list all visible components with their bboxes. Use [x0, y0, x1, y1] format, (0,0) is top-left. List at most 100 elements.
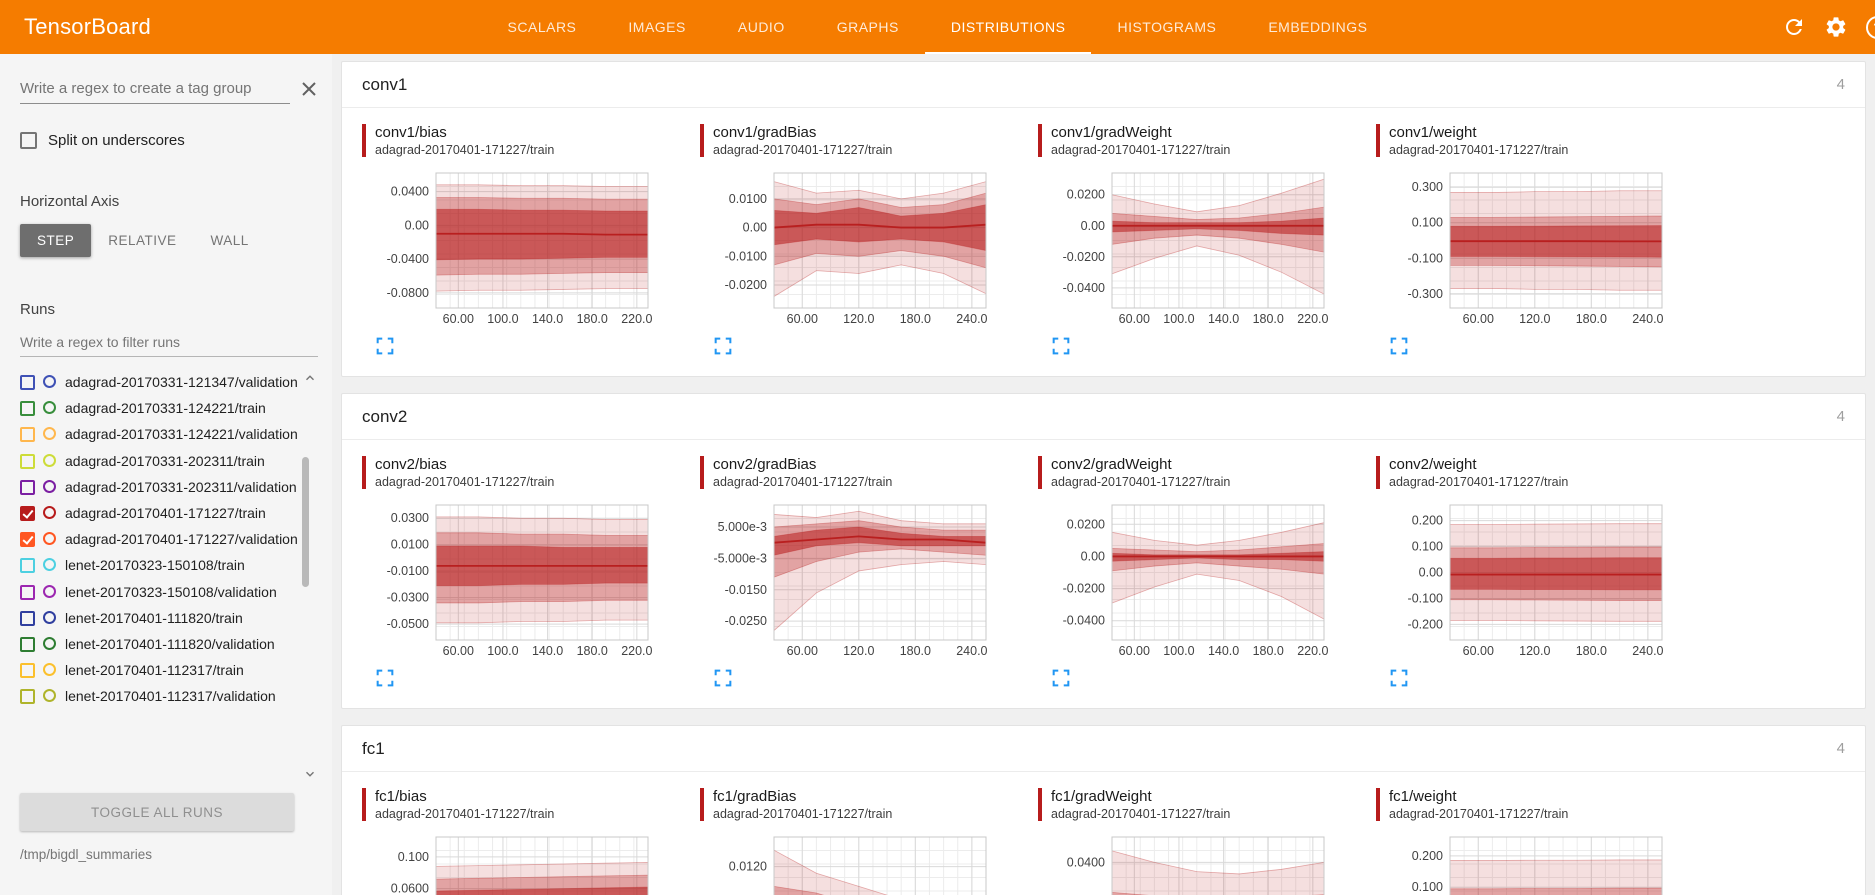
- tab-distributions[interactable]: DISTRIBUTIONS: [925, 0, 1092, 54]
- run-item[interactable]: lenet-20170401-112317/train: [20, 657, 298, 683]
- expand-chart-icon[interactable]: [374, 335, 396, 357]
- run-color-circle-icon[interactable]: [43, 663, 56, 677]
- run-checkbox-icon[interactable]: [20, 479, 35, 495]
- svg-text:60.00: 60.00: [1119, 312, 1150, 326]
- tab-embeddings[interactable]: EMBEDDINGS: [1268, 19, 1368, 35]
- svg-text:100.0: 100.0: [487, 312, 518, 326]
- gear-icon[interactable]: [1824, 15, 1848, 39]
- run-color-circle-icon[interactable]: [43, 453, 56, 467]
- category-header[interactable]: fc1 4: [342, 726, 1865, 772]
- run-item[interactable]: lenet-20170323-150108/validation: [20, 579, 298, 605]
- split-on-underscores-label: Split on underscores: [48, 132, 185, 149]
- svg-text:-0.0500: -0.0500: [387, 617, 429, 631]
- expand-chart-icon[interactable]: [1050, 335, 1072, 357]
- scrollbar-thumb[interactable]: [302, 457, 309, 587]
- run-checkbox-icon[interactable]: [20, 505, 35, 521]
- run-color-circle-icon[interactable]: [43, 505, 56, 519]
- run-item[interactable]: adagrad-20170401-171227/validation: [20, 526, 298, 552]
- run-label: adagrad-20170331-124221/validation: [65, 426, 298, 443]
- split-on-underscores-checkbox[interactable]: Split on underscores: [20, 132, 318, 149]
- tag-group-regex-input[interactable]: [20, 74, 290, 104]
- expand-chart-icon[interactable]: [712, 667, 734, 689]
- run-item[interactable]: adagrad-20170331-121347/validation: [20, 369, 298, 395]
- axis-button-relative[interactable]: RELATIVE: [108, 233, 177, 248]
- run-label: adagrad-20170401-171227/validation: [65, 531, 298, 548]
- category-header[interactable]: conv2 4: [342, 394, 1865, 440]
- tab-histograms[interactable]: HISTOGRAMS: [1117, 19, 1217, 35]
- run-checkbox-icon[interactable]: [20, 558, 35, 574]
- run-item[interactable]: adagrad-20170331-124221/train: [20, 395, 298, 421]
- run-color-circle-icon[interactable]: [43, 689, 56, 703]
- run-color-circle-icon[interactable]: [43, 584, 56, 598]
- expand-chart-icon[interactable]: [712, 335, 734, 357]
- category-header[interactable]: conv1 4: [342, 62, 1865, 108]
- svg-text:0.200: 0.200: [1412, 514, 1443, 528]
- run-color-circle-icon[interactable]: [43, 479, 56, 493]
- svg-text:120.0: 120.0: [843, 312, 874, 326]
- distribution-chart: conv2/bias adagrad-20170401-171227/train 6…: [362, 456, 654, 706]
- run-item[interactable]: adagrad-20170331-202311/validation: [20, 474, 298, 500]
- runs-filter-input[interactable]: [20, 328, 318, 357]
- run-item[interactable]: lenet-20170401-112317/validation: [20, 683, 298, 709]
- svg-text:0.00: 0.00: [1419, 566, 1443, 580]
- close-icon[interactable]: [300, 80, 318, 98]
- svg-text:0.100: 0.100: [1412, 880, 1443, 894]
- axis-button-wall[interactable]: WALL: [210, 233, 249, 248]
- expand-chart-icon[interactable]: [1388, 335, 1410, 357]
- toggle-all-runs-button[interactable]: TOGGLE ALL RUNS: [20, 793, 294, 831]
- tab-graphs[interactable]: GRAPHS: [836, 19, 899, 35]
- run-color-circle-icon[interactable]: [43, 636, 56, 650]
- run-color-circle-icon[interactable]: [43, 558, 56, 572]
- run-checkbox-icon[interactable]: [20, 453, 35, 469]
- run-item[interactable]: adagrad-20170331-202311/train: [20, 448, 298, 474]
- run-checkbox-icon[interactable]: [20, 636, 35, 652]
- tab-scalars[interactable]: SCALARS: [507, 19, 577, 35]
- run-checkbox-icon[interactable]: [20, 532, 35, 548]
- run-checkbox-icon[interactable]: [20, 663, 35, 679]
- expand-chart-icon[interactable]: [374, 667, 396, 689]
- run-checkbox-icon[interactable]: [20, 610, 35, 626]
- chevron-up-icon[interactable]: [303, 371, 317, 385]
- distribution-chart: conv1/gradWeight adagrad-20170401-171227/…: [1038, 124, 1330, 374]
- expand-chart-icon[interactable]: [1388, 667, 1410, 689]
- run-item[interactable]: lenet-20170401-111820/validation: [20, 631, 298, 657]
- chart-run-label: adagrad-20170401-171227/train: [713, 807, 893, 821]
- axis-button-step[interactable]: STEP: [20, 224, 92, 257]
- svg-text:120.0: 120.0: [843, 644, 874, 658]
- chart-title-block: fc1/bias adagrad-20170401-171227/train: [362, 788, 654, 821]
- distribution-chart: fc1/gradWeight adagrad-20170401-171227/tr…: [1038, 788, 1330, 895]
- tab-images[interactable]: IMAGES: [628, 19, 686, 35]
- run-checkbox-icon[interactable]: [20, 427, 35, 443]
- chart-run-label: adagrad-20170401-171227/train: [375, 807, 555, 821]
- run-checkbox-icon[interactable]: [20, 375, 35, 390]
- expand-chart-icon[interactable]: [1050, 667, 1072, 689]
- svg-text:-0.0200: -0.0200: [1063, 250, 1105, 264]
- distribution-chart: conv1/bias adagrad-20170401-171227/train 6…: [362, 124, 654, 374]
- run-item[interactable]: lenet-20170401-111820/train: [20, 605, 298, 631]
- chart-run-label: adagrad-20170401-171227/train: [1389, 807, 1569, 821]
- run-color-circle-icon[interactable]: [43, 532, 56, 546]
- run-color-circle-icon[interactable]: [43, 401, 56, 415]
- help-icon[interactable]: ?: [1866, 15, 1875, 39]
- run-color-circle-icon[interactable]: [43, 375, 56, 388]
- refresh-icon[interactable]: [1782, 15, 1806, 39]
- run-color-circle-icon[interactable]: [43, 610, 56, 624]
- run-label: adagrad-20170331-121347/validation: [65, 374, 298, 390]
- run-item[interactable]: lenet-20170323-150108/train: [20, 552, 298, 578]
- run-checkbox-icon[interactable]: [20, 401, 35, 417]
- chart-title-block: fc1/gradBias adagrad-20170401-171227/trai…: [700, 788, 992, 821]
- svg-text:-0.0400: -0.0400: [387, 252, 429, 266]
- run-color-circle-icon[interactable]: [43, 427, 56, 441]
- distribution-chart: conv1/weight adagrad-20170401-171227/trai…: [1376, 124, 1668, 374]
- run-label: lenet-20170323-150108/train: [65, 557, 245, 574]
- run-label: lenet-20170401-111820/train: [65, 609, 243, 626]
- tab-audio[interactable]: AUDIO: [737, 19, 785, 35]
- run-checkbox-icon[interactable]: [20, 689, 35, 705]
- run-checkbox-icon[interactable]: [20, 584, 35, 600]
- run-item[interactable]: adagrad-20170331-124221/validation: [20, 421, 298, 447]
- chevron-down-icon[interactable]: [303, 767, 317, 781]
- distribution-plot: 60.00 100.0 140.0 180.0 220.0 0.0200 0.00 -0.02…: [1063, 172, 1329, 326]
- run-item[interactable]: adagrad-20170401-171227/train: [20, 500, 298, 526]
- checkbox-icon[interactable]: [20, 132, 37, 149]
- svg-text:220.0: 220.0: [1297, 644, 1328, 658]
